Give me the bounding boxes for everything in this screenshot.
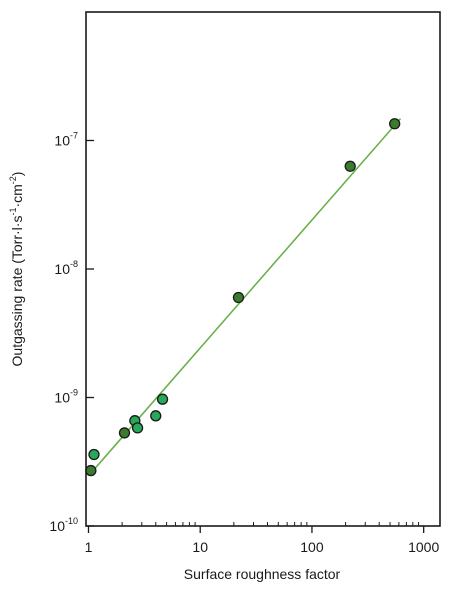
x-tick-label: 10	[192, 539, 208, 555]
data-point	[88, 448, 100, 461]
data-points-layer	[85, 118, 401, 477]
y-tick-label-base: 10	[54, 133, 70, 149]
x-axis-ticks	[87, 522, 425, 533]
x-axis-tick-labels: 1 10 100 1000	[85, 539, 440, 555]
y-axis-title-mid: ·cm	[9, 184, 25, 207]
data-point	[85, 464, 97, 477]
fit-line	[92, 118, 402, 472]
x-tick-label: 1000	[408, 539, 439, 555]
data-point	[232, 291, 245, 304]
fit-line-layer	[92, 118, 402, 472]
y-axis-title-end: )	[9, 172, 25, 177]
y-axis-title: Outgassing rate (Torr·l·s-1·cm-2)	[8, 172, 25, 367]
y-axis-ticks	[86, 139, 94, 527]
data-point	[131, 422, 144, 434]
y-tick-label-exponent: -10	[65, 516, 78, 526]
x-axis-title: Surface roughness factor	[184, 566, 341, 582]
y-tick-label: 10-10	[49, 516, 78, 534]
y-tick-label: 10-7	[54, 131, 78, 149]
y-axis-title-exp1: -1	[8, 208, 18, 216]
x-tick-label: 1	[85, 539, 93, 555]
data-point	[118, 427, 131, 439]
data-point	[156, 393, 169, 405]
data-point	[150, 410, 162, 422]
y-tick-label: 10-9	[54, 388, 78, 406]
y-tick-label-exponent: -7	[70, 131, 78, 141]
y-tick-label-exponent: -9	[70, 388, 78, 398]
y-tick-label-base: 10	[54, 390, 70, 406]
data-point	[344, 160, 356, 172]
data-point	[389, 118, 401, 130]
x-tick-label: 100	[300, 539, 324, 555]
y-axis-title-main: Outgassing rate (Torr·l·s	[9, 216, 25, 367]
y-tick-label-exponent: -8	[70, 259, 78, 269]
y-tick-label: 10-8	[54, 259, 78, 277]
y-axis-title-exp2: -2	[8, 176, 18, 184]
y-tick-label-base: 10	[49, 518, 65, 534]
y-tick-label-base: 10	[54, 261, 70, 277]
plot-frame	[85, 11, 441, 527]
